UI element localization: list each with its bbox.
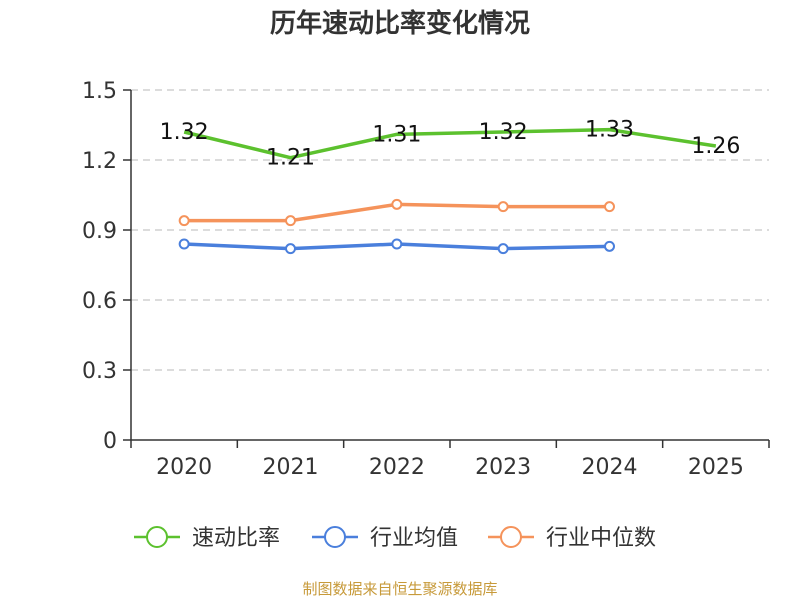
data-label: 1.31 <box>372 122 421 147</box>
series-group <box>178 127 717 255</box>
data-point <box>497 201 509 213</box>
data-point <box>178 238 190 250</box>
x-tick-label: 2023 <box>475 455 531 480</box>
data-point <box>604 201 615 213</box>
data-point <box>391 198 403 210</box>
data-label: 1.33 <box>585 118 634 143</box>
x-tick-label: 2025 <box>688 455 744 480</box>
source-note: 制图数据来自恒生聚源数据库 <box>302 580 497 598</box>
data-point <box>285 215 296 227</box>
chart-title: 历年速动比率变化情况 <box>270 8 530 39</box>
y-tick-label: 0 <box>103 429 117 454</box>
data-point <box>497 243 509 255</box>
data-label: 1.21 <box>266 146 315 171</box>
legend-label: 速动比率 <box>192 526 280 551</box>
legend-marker-icon <box>324 526 346 548</box>
data-label: 1.32 <box>479 120 528 145</box>
legend-marker-icon <box>500 526 522 548</box>
data-point <box>391 238 403 250</box>
legend-label: 行业均值 <box>370 526 458 551</box>
legend-marker-icon <box>146 526 168 548</box>
data-point <box>285 243 296 255</box>
data-label: 1.26 <box>691 134 740 159</box>
legend-item-3[interactable]: 行业中位数 <box>488 526 656 551</box>
legend-label: 行业中位数 <box>546 526 656 551</box>
legend[interactable]: 速动比率 行业均值 行业中位数 <box>134 526 656 551</box>
y-tick-label: 1.2 <box>82 149 117 174</box>
y-tick-label: 1.5 <box>82 79 117 104</box>
data-point <box>604 240 615 252</box>
data-label: 1.32 <box>160 120 209 145</box>
legend-item-2[interactable]: 行业均值 <box>312 526 458 551</box>
x-tick-label: 2021 <box>263 455 319 480</box>
grid-lines <box>131 89 769 371</box>
series-line-1 <box>183 127 717 160</box>
x-tick-label: 2020 <box>156 455 212 480</box>
data-labels: 1.32 1.21 1.31 1.32 1.33 1.26 <box>160 118 741 171</box>
data-point <box>178 215 190 227</box>
y-axis-ticks: 0 0.3 0.6 0.9 1.2 1.5 <box>82 79 131 454</box>
y-tick-label: 0.6 <box>82 289 117 314</box>
x-tick-label: 2022 <box>369 455 425 480</box>
legend-item-1[interactable]: 速动比率 <box>134 526 280 551</box>
y-tick-label: 0.9 <box>82 219 117 244</box>
y-tick-label: 0.3 <box>82 359 117 384</box>
x-axis-ticks: 2020 2021 2022 2023 2024 2025 <box>130 440 770 480</box>
x-tick-label: 2024 <box>582 455 638 480</box>
